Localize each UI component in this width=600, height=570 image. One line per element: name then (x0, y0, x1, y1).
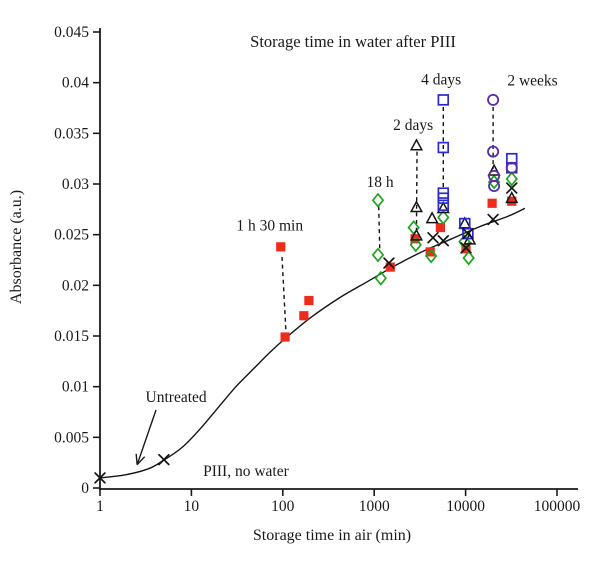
y-axis-title: Absorbance (a.u.) (8, 190, 25, 304)
annotation-piii-no-water: PIII, no water (203, 463, 289, 480)
fit-curve-path (99, 207, 526, 479)
data-point-open-circle (487, 145, 500, 158)
data-point-filled-square (276, 242, 286, 252)
data-point-open-diamond (458, 234, 471, 250)
data-point-open-diamond (462, 250, 475, 266)
data-point-x-cross (427, 231, 439, 244)
data-point-open-square (437, 199, 450, 212)
dashed-connector (281, 256, 287, 330)
axes: 1 10 100 1000 10000 100000 0 0.005 0.01 0.015 0.02… (8, 24, 581, 544)
data-point-x-cross (460, 242, 472, 254)
x-tick-label: 1000 (359, 498, 390, 515)
data-point-x-cross (94, 472, 106, 484)
series-1-h-30-min (276, 196, 517, 342)
x-tick-label: 1 (96, 498, 104, 515)
data-point-open-diamond (409, 237, 422, 253)
data-point-open-diamond (424, 248, 438, 264)
y-tick-label: 0 (81, 480, 89, 497)
data-point-open-square (437, 94, 450, 106)
data-point-filled-square (435, 222, 445, 233)
data-point-filled-square (487, 198, 497, 208)
data-point-open-triangle (409, 228, 424, 241)
data-point-open-triangle (409, 138, 424, 151)
y-tick-label: 0.015 (54, 328, 89, 345)
data-point-open-circle (488, 180, 501, 193)
data-point-x-cross (383, 257, 395, 269)
data-point-open-square (437, 141, 450, 154)
x-tick-label: 100000 (534, 498, 581, 515)
fit-curve (99, 207, 526, 479)
data-point-open-circle (487, 93, 500, 106)
y-tick-label: 0.01 (62, 379, 89, 396)
data-point-x-cross (506, 182, 518, 194)
y-tick-label: 0.04 (62, 75, 89, 92)
series-piii-no-water (94, 182, 518, 484)
data-point-x-cross (437, 234, 450, 247)
arrow-head (135, 453, 138, 465)
labels: Storage time in water after PIII 1 h 30 m… (146, 32, 558, 480)
x-tick-label: 100 (271, 498, 295, 515)
data-point-open-triangle (436, 201, 450, 214)
data-point-open-diamond (437, 209, 450, 225)
series-18-h (371, 171, 518, 286)
annotation-untreated: Untreated (146, 389, 207, 406)
y-tick-label: 0.005 (54, 429, 89, 446)
data-point-open-circle (505, 161, 518, 174)
data-point-open-diamond (371, 192, 385, 208)
y-tick-label: 0.02 (62, 277, 89, 294)
data-point-open-diamond (371, 247, 385, 263)
dashed-connectors (281, 106, 494, 330)
data-point-open-square (462, 227, 474, 240)
data-point-x-cross (462, 227, 474, 240)
arrow-shaft (136, 409, 157, 465)
annotation-1-h-30-min: 1 h 30 min (236, 218, 303, 235)
y-tick-label: 0.025 (54, 227, 89, 244)
x-tick-label: 10000 (446, 498, 485, 515)
data-point-open-diamond (374, 270, 387, 286)
data-point-filled-square (304, 295, 314, 306)
annotation-2-weeks: 2 weeks (507, 73, 557, 90)
annotation-18-h: 18 h (367, 174, 394, 191)
data-point-open-diamond (505, 171, 518, 187)
x-axis-title: Storage time in air (min) (253, 527, 411, 544)
data-point-filled-square (299, 311, 309, 321)
series-2-weeks (487, 93, 518, 193)
y-tick-label: 0.03 (62, 176, 89, 193)
arrow-head (136, 456, 146, 466)
data-point-open-triangle (425, 211, 439, 224)
data-point-open-triangle (505, 191, 519, 204)
data-point-filled-square (280, 332, 290, 342)
untreated-arrow (135, 409, 157, 466)
data-point-x-cross (158, 453, 170, 466)
dashed-connector (415, 151, 418, 230)
data-point-filled-square (385, 262, 395, 272)
y-tick-label: 0.045 (54, 24, 89, 41)
y-tick-label: 0.035 (54, 125, 89, 142)
data-point-open-triangle (409, 200, 424, 213)
data-point-open-square (437, 192, 450, 204)
data-point-filled-square (507, 196, 517, 206)
x-tick-label: 10 (184, 498, 200, 515)
dashed-connector (377, 206, 381, 249)
annotation-2-days: 2 days (393, 117, 433, 134)
data-point-x-cross (487, 213, 499, 226)
annotation-4-days: 4 days (421, 72, 461, 89)
data-point-open-triangle (487, 163, 501, 176)
chart-title: Storage time in water after PIII (250, 32, 456, 51)
